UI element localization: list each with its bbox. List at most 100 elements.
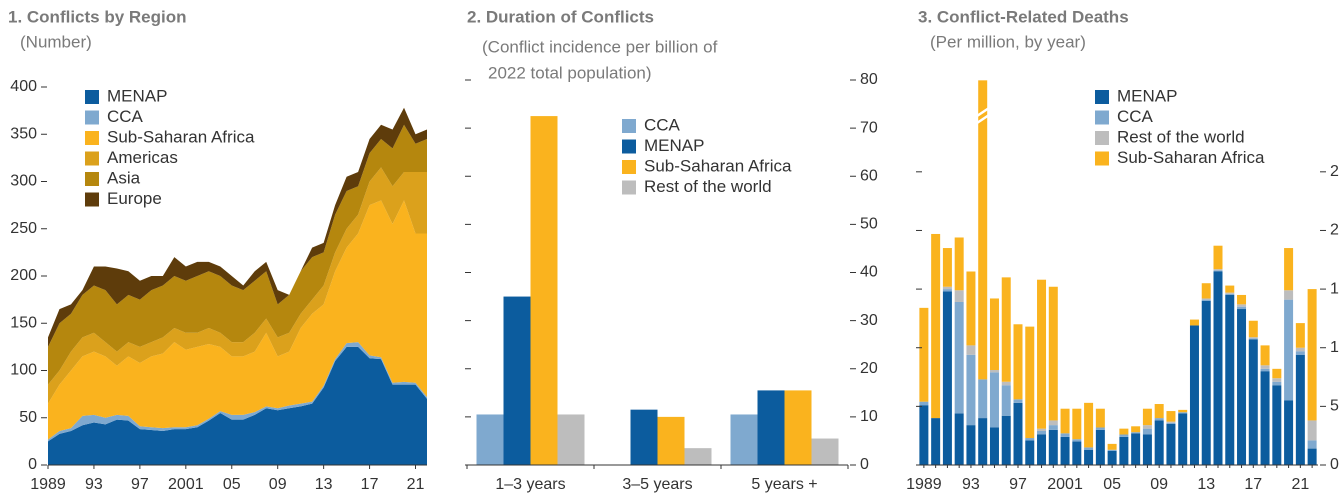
- bar-segment: [1107, 450, 1117, 465]
- bar-segment: [942, 248, 952, 287]
- y-tick-label: 200: [10, 267, 37, 284]
- bar-segment: [1084, 402, 1094, 448]
- y-tick-label: 30: [860, 312, 878, 329]
- legend-label: CCA: [107, 107, 144, 126]
- bar: [684, 448, 712, 465]
- bar-segment: [1189, 319, 1199, 326]
- bar-segment: [1237, 294, 1247, 305]
- bar-segment: [978, 80, 988, 380]
- bar-segment: [989, 298, 999, 371]
- area: [48, 200, 427, 440]
- bar: [784, 390, 812, 465]
- bar-segment: [1213, 271, 1223, 465]
- x-tick-label: 97: [1009, 476, 1027, 493]
- bar-segment: [1060, 436, 1070, 465]
- bar-segment: [1295, 351, 1305, 355]
- legend-swatch: [622, 119, 636, 133]
- bar-segment: [1201, 300, 1211, 465]
- legend-swatch: [85, 131, 99, 145]
- bar-segment: [978, 418, 988, 465]
- chart-subtitle: (Per million, by year): [930, 32, 1086, 51]
- bar-segment: [1060, 433, 1070, 437]
- bar-segment: [1131, 426, 1141, 433]
- bar: [730, 414, 758, 465]
- x-tick-label: 05: [1103, 476, 1121, 493]
- bar-segment: [1095, 427, 1105, 430]
- bar-segment: [1060, 408, 1070, 434]
- bar-segment: [1225, 292, 1235, 294]
- bar-segment: [1084, 449, 1094, 465]
- x-tick-label: 21: [1291, 476, 1309, 493]
- bar-segment: [1272, 378, 1282, 382]
- bar-segment: [1072, 408, 1082, 440]
- bar-segment: [966, 354, 976, 426]
- bar-segment: [1166, 423, 1176, 465]
- bar-segment: [1025, 438, 1035, 441]
- y-tick-label: 40: [860, 264, 878, 281]
- x-tick-label: 2001: [1047, 476, 1083, 493]
- bar-segment: [1237, 309, 1247, 465]
- bar-segment: [1213, 270, 1223, 272]
- area: [48, 346, 427, 465]
- chart-subtitle: (Number): [20, 32, 92, 51]
- bar-segment: [1284, 400, 1294, 465]
- x-tick-label: 93: [85, 476, 103, 493]
- bar-segment: [1248, 339, 1258, 465]
- x-tick-label: 17: [1244, 476, 1262, 493]
- bar-segment: [1037, 430, 1047, 435]
- bar-segment: [1119, 428, 1129, 435]
- bar-segment: [919, 401, 929, 406]
- legend-label: Sub-Saharan Africa: [107, 127, 255, 146]
- bar-segment: [1272, 385, 1282, 465]
- bar-segment: [1142, 408, 1152, 426]
- bar-segment: [1166, 421, 1176, 423]
- x-tick-label: 13: [315, 476, 333, 493]
- y-tick-label: 400: [10, 78, 37, 95]
- bar-segment: [966, 425, 976, 465]
- chart-subtitle: 2022 total population): [488, 63, 652, 82]
- legend-swatch: [622, 180, 636, 195]
- bar-segment: [1260, 345, 1270, 366]
- bar-segment: [1037, 279, 1047, 429]
- bar-segment: [1048, 429, 1058, 465]
- y-tick-label: 50: [860, 216, 878, 233]
- bar-segment: [1272, 381, 1282, 386]
- area: [48, 107, 427, 347]
- bar-segment: [1001, 277, 1011, 382]
- bar-segment: [954, 413, 964, 465]
- axis-break: [976, 106, 990, 118]
- bar-segment: [1307, 448, 1317, 465]
- bar: [530, 116, 558, 465]
- bar: [503, 296, 531, 465]
- bar: [757, 390, 785, 465]
- y-tick-label: 0: [860, 456, 869, 473]
- legend-swatch: [1095, 90, 1109, 104]
- legend-label: Rest of the world: [644, 177, 772, 196]
- bar-segment: [1048, 425, 1058, 430]
- bar-segment: [1201, 299, 1211, 301]
- bar-segment: [1201, 298, 1211, 300]
- bar-segment: [931, 418, 941, 465]
- bar-segment: [1001, 385, 1011, 416]
- bar-segment: [1284, 299, 1294, 401]
- bar-segment: [1260, 371, 1270, 465]
- y-tick-label: 0: [28, 456, 37, 473]
- bar-segment: [1154, 404, 1164, 419]
- bar-segment: [1107, 449, 1117, 451]
- y-tick-label: 100: [1330, 339, 1339, 356]
- bar-segment: [919, 405, 929, 465]
- bar-segment: [1284, 248, 1294, 291]
- area: [48, 167, 427, 404]
- legend-swatch: [1095, 110, 1109, 125]
- bar-segment: [1025, 326, 1035, 439]
- legend-label: MENAP: [107, 86, 167, 105]
- bar-segment: [1295, 354, 1305, 465]
- y-tick-label: 250: [10, 220, 37, 237]
- bar-segment: [1131, 432, 1141, 434]
- bar-segment: [1307, 440, 1317, 449]
- bar-segment: [1225, 285, 1235, 293]
- legend-label: Americas: [107, 148, 178, 167]
- bar-segment: [1025, 440, 1035, 465]
- bar-segment: [954, 290, 964, 302]
- bar: [476, 414, 504, 465]
